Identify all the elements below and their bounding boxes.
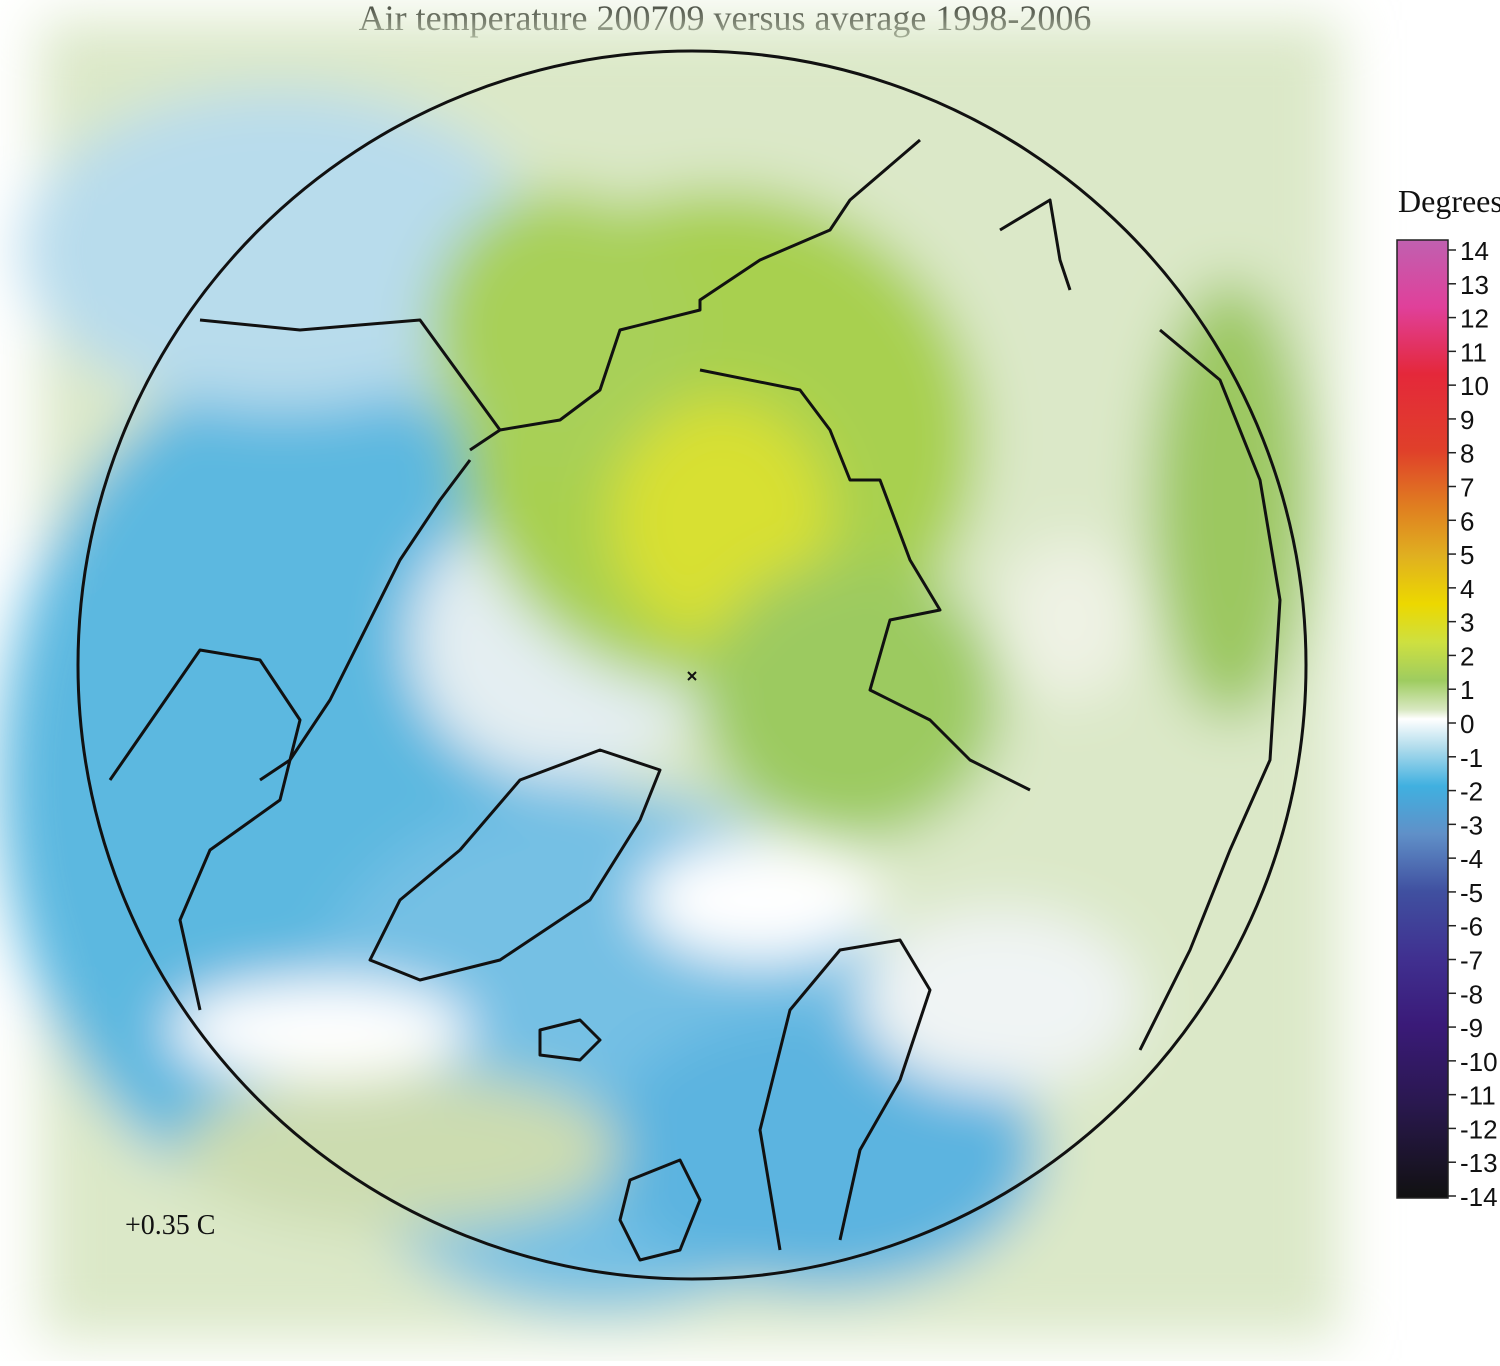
colorbar-tick-label: -6: [1460, 912, 1483, 942]
colorbar-tick-label: 14: [1460, 236, 1489, 266]
colorbar-tick-label: -10: [1460, 1047, 1498, 1077]
colorbar-tick-label: -2: [1460, 777, 1483, 807]
temperature-field: [0, 20, 1340, 1340]
colorbar-tick-label: -9: [1460, 1013, 1483, 1043]
colorbar-tick-label: 13: [1460, 270, 1489, 300]
colorbar-tick-label: 10: [1460, 371, 1489, 401]
colorbar-tick-label: -5: [1460, 878, 1483, 908]
colorbar-tick-label: -3: [1460, 810, 1483, 840]
colorbar-tick-label: 2: [1460, 641, 1474, 671]
colorbar-tick-label: 3: [1460, 608, 1474, 638]
colorbar-tick-label: 11: [1460, 337, 1487, 367]
colorbar-tick-label: 1: [1460, 675, 1474, 705]
colorbar-label: Degrees C: [1398, 183, 1500, 219]
colorbar-tick-label: -12: [1460, 1114, 1498, 1144]
map-boundary: [76, 49, 1308, 1281]
colorbar-tick-label: -11: [1460, 1081, 1496, 1111]
colorbar-tick-label: 5: [1460, 540, 1474, 570]
north-pole-marker: [687, 671, 697, 681]
colorbar-tick-label: -7: [1460, 946, 1483, 976]
colorbar-tick-label: 7: [1460, 473, 1474, 503]
colorbar-tick-label: 6: [1460, 506, 1474, 536]
colorbar-tick-label: -1: [1460, 743, 1483, 773]
colorbar: [1396, 239, 1449, 1199]
coastlines: [108, 138, 1282, 1262]
colorbar-tick-label: 12: [1460, 304, 1489, 334]
colorbar-tick-label: 8: [1460, 439, 1474, 469]
colorbar-tick-label: -4: [1460, 844, 1483, 874]
colorbar-tick-label: -8: [1460, 979, 1483, 1009]
colorbar-tick-label: 9: [1460, 405, 1474, 435]
colorbar-tick-label: 4: [1460, 574, 1474, 604]
mean-annotation: +0.35 C: [125, 1210, 215, 1241]
colorbar-tick-label: -13: [1460, 1148, 1498, 1178]
colorbar-tick-label: -14: [1460, 1182, 1498, 1212]
colorbar-tick-label: 0: [1460, 709, 1474, 739]
